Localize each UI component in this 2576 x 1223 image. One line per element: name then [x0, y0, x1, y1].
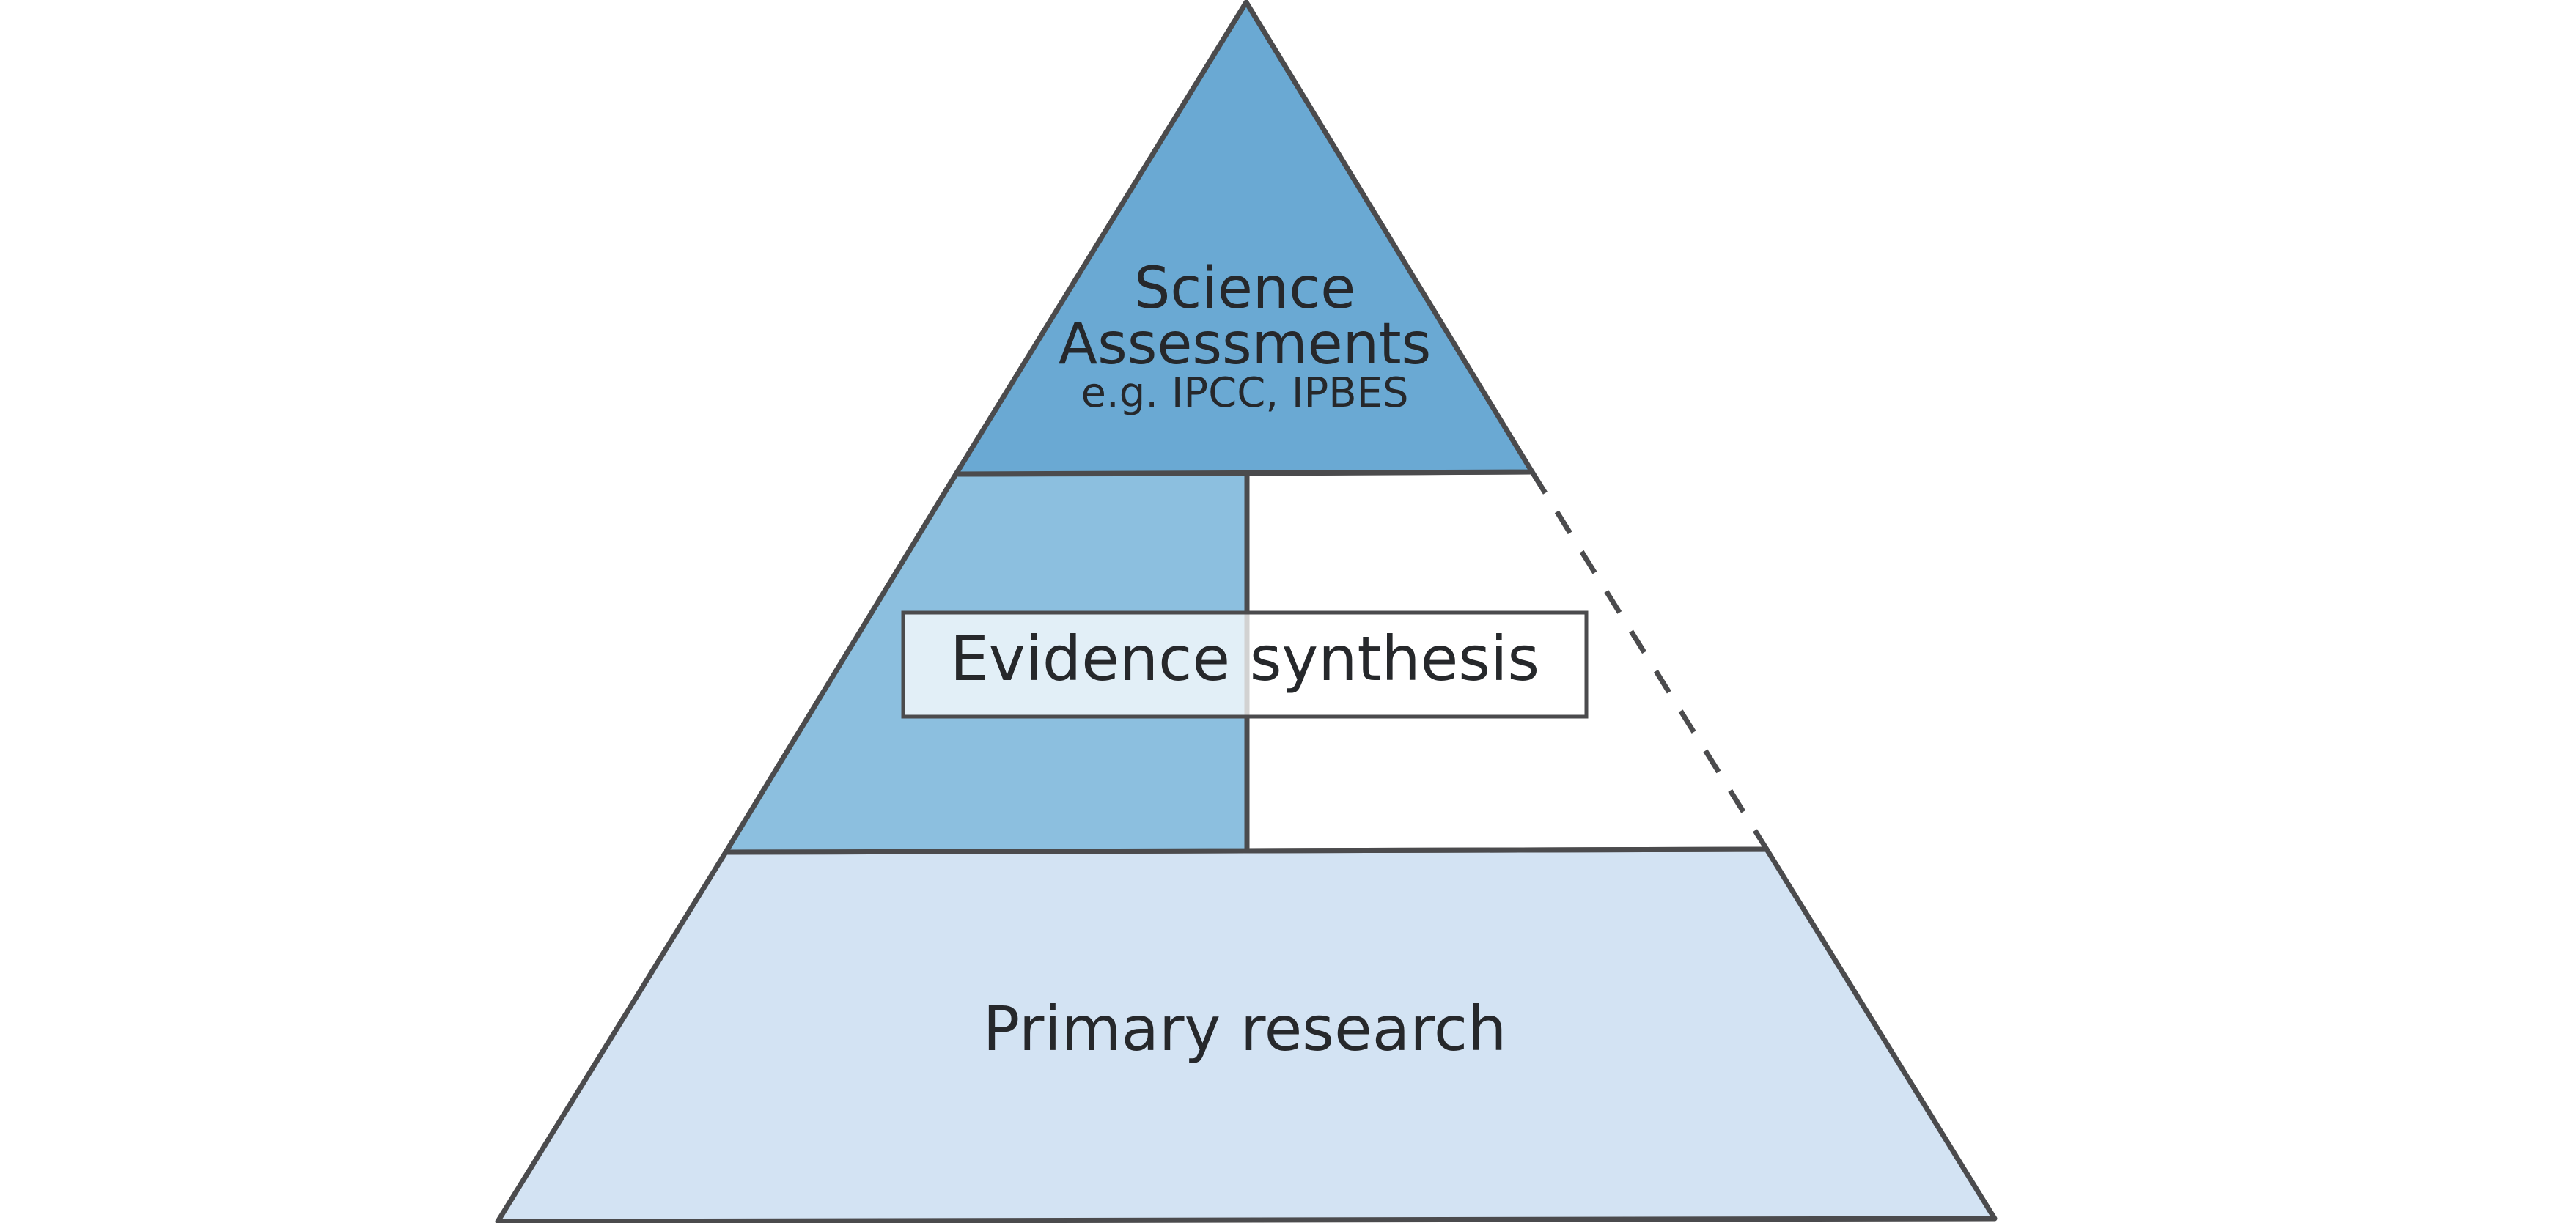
- science-assessments-title-line2: Assessments: [1059, 311, 1432, 377]
- tier-science-assessments: [953, 0, 1535, 477]
- science-assessments-examples: e.g. IPCC, IPBES: [1081, 369, 1408, 417]
- evidence-synthesis-label-box: [901, 610, 1589, 719]
- evidence-synthesis-label: Evidence synthesis: [950, 623, 1539, 695]
- science-assessments-title-line1: Science: [1134, 256, 1355, 322]
- primary-research-label: Primary research: [983, 993, 1507, 1065]
- middle-tier-bottom-edge: [1246, 846, 1767, 854]
